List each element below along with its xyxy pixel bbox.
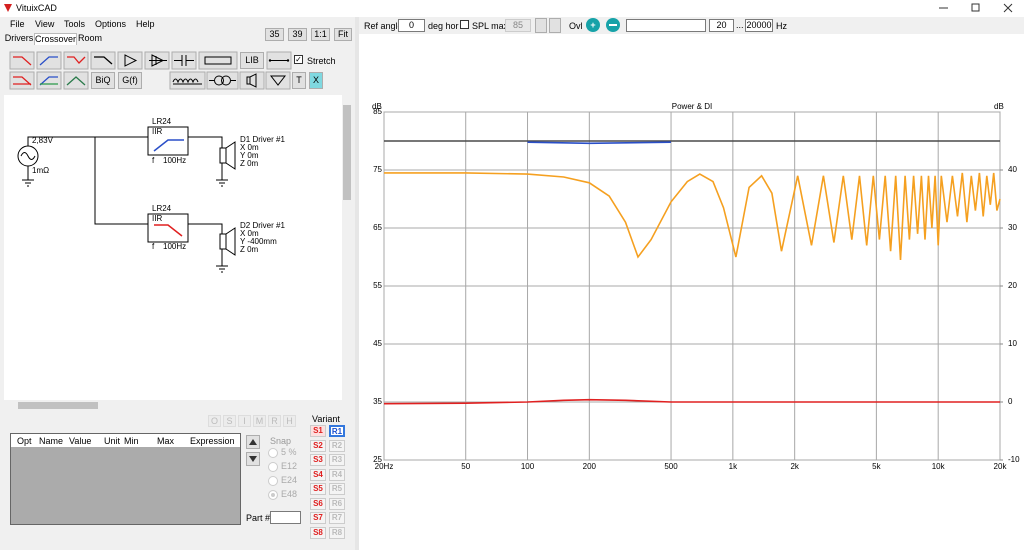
mode-button[interactable]: R bbox=[268, 415, 281, 427]
variant-r-button[interactable]: R8 bbox=[329, 526, 345, 539]
tab[interactable]: Crossover bbox=[34, 33, 77, 45]
title-bar bbox=[0, 0, 1024, 17]
mode-button[interactable]: M bbox=[253, 415, 266, 427]
remove-overlay-button[interactable] bbox=[606, 18, 620, 32]
zoom-button[interactable]: 39 bbox=[288, 28, 307, 41]
app-title: VituixCAD bbox=[16, 3, 57, 13]
menu-item[interactable]: View bbox=[35, 19, 55, 29]
schematic-canvas[interactable] bbox=[4, 95, 342, 400]
zoom-button[interactable]: 1:1 bbox=[311, 28, 330, 41]
column-header: Unit bbox=[104, 436, 121, 446]
snap-label: Snap bbox=[270, 436, 292, 446]
param-header: Opt Name Value Unit Min Max Expression bbox=[11, 434, 240, 447]
variant-s-button[interactable]: S7 bbox=[310, 512, 326, 524]
up-icon bbox=[249, 439, 257, 445]
deg-label: deg hor bbox=[428, 21, 459, 31]
snap-radio[interactable] bbox=[268, 462, 278, 472]
h-scrollbar[interactable] bbox=[4, 400, 342, 411]
part-input[interactable] bbox=[270, 511, 301, 524]
mode-button[interactable]: O bbox=[208, 415, 221, 427]
mode-button[interactable]: I bbox=[238, 415, 251, 427]
unit-label: Hz bbox=[776, 21, 787, 31]
variant-s-button[interactable]: S6 bbox=[310, 497, 326, 510]
mode-button[interactable]: H bbox=[283, 415, 296, 427]
menu-item[interactable]: Help bbox=[136, 19, 155, 29]
column-header: Value bbox=[69, 436, 92, 446]
variant-r-button[interactable]: R2 bbox=[329, 439, 345, 452]
zoom-button[interactable]: Fit bbox=[334, 28, 352, 41]
variant-s-button[interactable]: S8 bbox=[310, 526, 326, 539]
spl-max-input[interactable]: 85 bbox=[505, 19, 531, 32]
stretch-checkbox[interactable]: ✓ bbox=[294, 55, 303, 64]
snap-option: 5 % bbox=[281, 447, 297, 457]
variant-r-button[interactable]: R4 bbox=[329, 468, 345, 481]
menu-item[interactable]: Options bbox=[95, 19, 127, 29]
snap-radio[interactable] bbox=[268, 490, 278, 500]
tab[interactable]: Room bbox=[77, 33, 102, 43]
column-header: Max bbox=[157, 436, 175, 446]
variant-r-button[interactable]: R1 bbox=[329, 425, 345, 437]
tab[interactable]: Drivers bbox=[4, 33, 34, 43]
lib-button[interactable]: LIB bbox=[240, 52, 264, 69]
text-button[interactable]: T bbox=[292, 72, 306, 89]
column-header: Opt bbox=[17, 436, 32, 446]
variant-s-button[interactable]: S5 bbox=[310, 483, 326, 495]
variant-r-button[interactable]: R3 bbox=[329, 454, 345, 466]
column-header: Name bbox=[39, 436, 64, 446]
spl-max-label: SPL max bbox=[472, 21, 509, 31]
v-scrollbar[interactable] bbox=[342, 95, 352, 400]
snap-option: E24 bbox=[281, 475, 298, 485]
range-sep: ... bbox=[736, 20, 744, 30]
move-up-button[interactable] bbox=[246, 435, 260, 449]
gf-button[interactable]: G(f) bbox=[118, 72, 142, 89]
menu-bar: File View Tools Options Help bbox=[0, 17, 355, 30]
ovl-label: Ovl bbox=[569, 21, 583, 31]
variant-label: Variant bbox=[312, 414, 340, 424]
delete-button[interactable]: X bbox=[309, 72, 323, 89]
ref-angle-input[interactable]: 0 bbox=[398, 19, 425, 32]
variant-s-button[interactable]: S2 bbox=[310, 439, 326, 452]
variant-s-button[interactable]: S3 bbox=[310, 454, 326, 466]
splitter[interactable] bbox=[355, 17, 359, 550]
snap-radio[interactable] bbox=[268, 448, 278, 458]
f-min-input[interactable]: 20 bbox=[709, 19, 734, 32]
snap-option: E12 bbox=[281, 461, 298, 471]
overlay-input[interactable] bbox=[626, 19, 706, 32]
snap-radio[interactable] bbox=[268, 476, 278, 486]
spl-spin-2[interactable] bbox=[549, 18, 561, 33]
variant-r-button[interactable]: R5 bbox=[329, 483, 345, 495]
zoom-button[interactable]: 35 bbox=[265, 28, 284, 41]
column-header: Expression bbox=[190, 436, 235, 446]
menu-item[interactable]: Tools bbox=[64, 19, 86, 29]
f-max-input[interactable]: 20000 bbox=[745, 19, 773, 32]
column-header: Min bbox=[124, 436, 139, 446]
ref-angle-label: Ref angle bbox=[364, 21, 403, 31]
variant-s-button[interactable]: S1 bbox=[310, 425, 326, 437]
param-table bbox=[10, 433, 241, 525]
chart-panel bbox=[359, 34, 1024, 550]
variant-s-button[interactable]: S4 bbox=[310, 468, 326, 481]
stretch-label: Stretch bbox=[307, 56, 336, 66]
mode-button[interactable]: S bbox=[223, 415, 236, 427]
variant-r-button[interactable]: R6 bbox=[329, 497, 345, 510]
move-down-button[interactable] bbox=[246, 452, 260, 466]
biq-button[interactable]: BiQ bbox=[91, 72, 115, 89]
snap-option: E48 bbox=[281, 489, 298, 499]
spl-spin[interactable] bbox=[535, 18, 547, 33]
menu-item[interactable]: File bbox=[10, 19, 25, 29]
spl-checkbox[interactable] bbox=[460, 20, 469, 29]
part-label: Part # bbox=[246, 513, 271, 523]
variant-r-button[interactable]: R7 bbox=[329, 512, 345, 524]
down-icon bbox=[249, 456, 257, 462]
add-overlay-button[interactable]: + bbox=[586, 18, 600, 32]
